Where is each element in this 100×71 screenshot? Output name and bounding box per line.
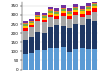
- Bar: [73, 12, 78, 15]
- Bar: [23, 54, 28, 70]
- Bar: [23, 26, 28, 28]
- Bar: [92, 6, 97, 8]
- Bar: [23, 24, 28, 26]
- Bar: [23, 28, 28, 31]
- Bar: [42, 50, 47, 70]
- Bar: [92, 8, 97, 12]
- Bar: [42, 18, 47, 20]
- Bar: [61, 26, 66, 47]
- Bar: [48, 13, 53, 15]
- Bar: [54, 19, 59, 25]
- Bar: [48, 15, 53, 17]
- Bar: [73, 8, 78, 10]
- Bar: [80, 9, 85, 10]
- Bar: [73, 7, 78, 8]
- Bar: [35, 16, 40, 17]
- Bar: [48, 11, 53, 13]
- Bar: [86, 3, 91, 6]
- Bar: [86, 49, 91, 70]
- Bar: [61, 13, 66, 16]
- Bar: [23, 40, 28, 54]
- Bar: [67, 52, 72, 70]
- Bar: [92, 3, 97, 4]
- Bar: [29, 22, 34, 23]
- Bar: [80, 14, 85, 17]
- Bar: [73, 49, 78, 70]
- Bar: [54, 14, 59, 16]
- Bar: [42, 13, 47, 15]
- Bar: [67, 14, 72, 16]
- Bar: [29, 53, 34, 70]
- Bar: [29, 37, 34, 53]
- Bar: [80, 25, 85, 48]
- Bar: [23, 31, 28, 40]
- Bar: [80, 11, 85, 14]
- Bar: [67, 28, 72, 52]
- Bar: [73, 10, 78, 12]
- Bar: [73, 4, 78, 7]
- Bar: [86, 6, 91, 7]
- Bar: [92, 12, 97, 21]
- Bar: [54, 8, 59, 11]
- Bar: [92, 21, 97, 49]
- Bar: [42, 33, 47, 50]
- Bar: [54, 16, 59, 19]
- Bar: [35, 50, 40, 70]
- Bar: [92, 0, 97, 3]
- Bar: [92, 4, 97, 6]
- Bar: [67, 16, 72, 19]
- Bar: [67, 11, 72, 12]
- Bar: [23, 23, 28, 24]
- Bar: [42, 16, 47, 18]
- Bar: [35, 17, 40, 19]
- Bar: [42, 15, 47, 16]
- Bar: [35, 32, 40, 50]
- Bar: [67, 8, 72, 11]
- Bar: [29, 21, 34, 22]
- Bar: [80, 6, 85, 9]
- Bar: [29, 25, 34, 27]
- Bar: [35, 15, 40, 16]
- Bar: [86, 19, 91, 49]
- Bar: [61, 8, 66, 9]
- Bar: [73, 24, 78, 49]
- Bar: [67, 19, 72, 28]
- Bar: [23, 21, 28, 23]
- Bar: [48, 7, 53, 9]
- Bar: [29, 23, 34, 25]
- Bar: [86, 15, 91, 19]
- Bar: [86, 11, 91, 15]
- Bar: [92, 49, 97, 70]
- Bar: [48, 17, 53, 27]
- Bar: [29, 19, 34, 21]
- Bar: [42, 20, 47, 22]
- Bar: [61, 9, 66, 11]
- Bar: [42, 22, 47, 33]
- Bar: [35, 19, 40, 21]
- Bar: [86, 9, 91, 11]
- Bar: [48, 27, 53, 48]
- Bar: [80, 48, 85, 70]
- Bar: [73, 15, 78, 24]
- Bar: [54, 25, 59, 48]
- Bar: [35, 21, 40, 32]
- Bar: [61, 5, 66, 8]
- Bar: [80, 10, 85, 11]
- Bar: [54, 11, 59, 12]
- Bar: [29, 27, 34, 37]
- Bar: [54, 12, 59, 14]
- Bar: [67, 12, 72, 14]
- Bar: [48, 48, 53, 70]
- Bar: [80, 17, 85, 25]
- Bar: [48, 9, 53, 11]
- Bar: [61, 11, 66, 13]
- Bar: [35, 12, 40, 15]
- Bar: [61, 47, 66, 70]
- Bar: [86, 7, 91, 9]
- Bar: [61, 16, 66, 26]
- Bar: [54, 48, 59, 70]
